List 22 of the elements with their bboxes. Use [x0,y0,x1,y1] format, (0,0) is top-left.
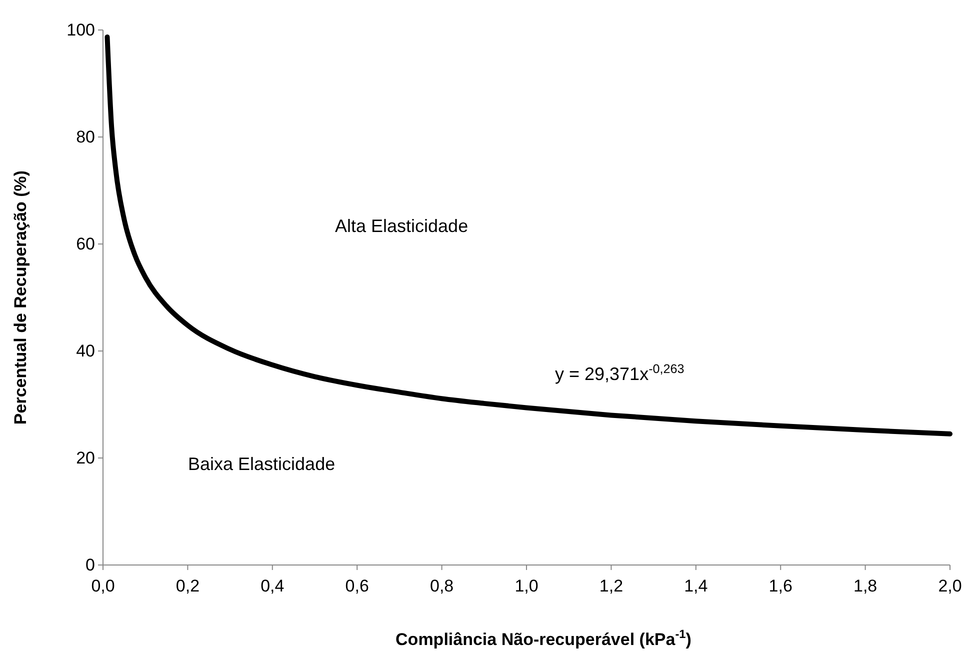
x-tick-label: 0,8 [430,576,454,596]
y-tick-label: 20 [76,448,95,468]
annotation: Alta Elasticidade [335,216,468,236]
y-tick-label: 100 [66,20,95,40]
x-tick-label: 0,6 [345,576,369,596]
x-tick-label: 1,4 [684,576,708,596]
x-tick-label: 1,0 [514,576,538,596]
y-axis-title: Percentual de Recuperação (%) [11,170,30,425]
x-tick-label: 1,6 [768,576,792,596]
x-tick-label: 1,2 [599,576,624,596]
x-axis-title: Compliância Não-recuperável (kPa$^{-1}$) [396,627,692,649]
y-tick-label: 0 [86,555,95,574]
y-tick-label: 80 [76,127,95,146]
y-tick-label: 40 [76,341,95,360]
annotation: y = 29,371x$^{-0,263}$ [555,362,684,384]
x-tick-label: 1,8 [853,576,878,596]
annotation: Baixa Elasticidade [188,454,336,474]
x-tick-label: 2,0 [938,576,962,596]
x-tick-label: 0,4 [260,576,284,596]
y-tick-label: 60 [76,234,95,254]
x-tick-label: 0,0 [91,576,115,596]
x-tick-label: 0,2 [176,576,200,596]
